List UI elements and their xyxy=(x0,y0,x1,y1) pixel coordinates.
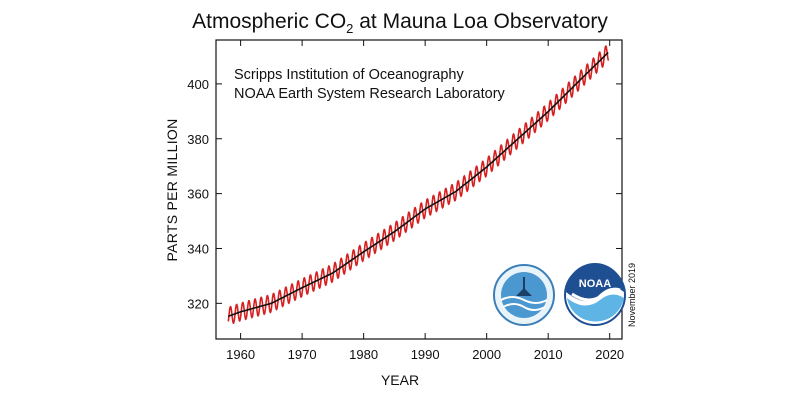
y-tick-label: 340 xyxy=(187,241,209,256)
axis-ticks: 1960 1970 1980 1990 2000 2010 2020 320 340 360 380… xyxy=(187,40,624,362)
noaa-logo: NOAA xyxy=(564,263,626,326)
x-tick-label: 1980 xyxy=(349,347,378,362)
noaa-logo-text: NOAA xyxy=(579,278,611,290)
y-tick-label: 320 xyxy=(187,296,209,311)
x-axis-label: YEAR xyxy=(380,372,420,388)
y-tick-label: 380 xyxy=(187,132,209,147)
x-tick-label: 2000 xyxy=(472,347,501,362)
annual-mean-line xyxy=(228,52,609,317)
y-tick-label: 360 xyxy=(187,187,209,202)
monthly-co2-line xyxy=(227,45,610,325)
x-tick-label: 1970 xyxy=(288,347,317,362)
scripps-logo xyxy=(493,264,555,326)
chart-title: Atmospheric CO2 at Mauna Loa Observatory xyxy=(192,10,608,37)
x-tick-label: 1960 xyxy=(226,347,255,362)
x-tick-label: 2020 xyxy=(595,347,624,362)
plot-frame xyxy=(215,39,623,340)
annotation-scripps: Scripps Institution of Oceanography xyxy=(234,67,464,83)
annotation-noaa: NOAA Earth System Research Laboratory xyxy=(234,86,505,102)
x-tick-label: 1990 xyxy=(411,347,440,362)
x-tick-label: 2010 xyxy=(534,347,563,362)
y-tick-label: 400 xyxy=(187,77,209,92)
